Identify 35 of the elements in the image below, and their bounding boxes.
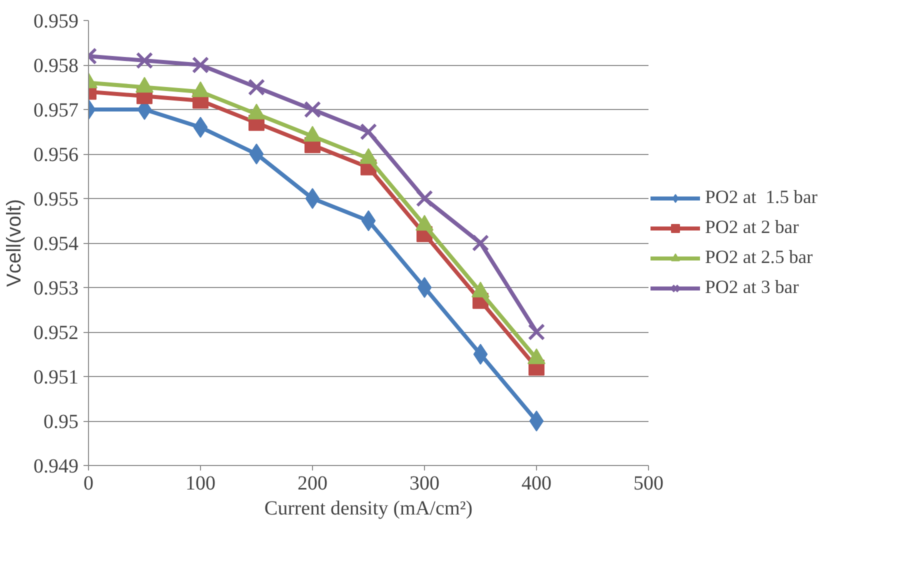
point (529, 410, 544, 432)
point (305, 188, 320, 209)
x-tick-label: 400 (522, 472, 552, 494)
y-tick-label: 0.957 (34, 100, 78, 122)
point (528, 323, 546, 341)
y-tick-label: 0.952 (34, 322, 78, 344)
x-axis-title: Current density (mA/cm²) (264, 498, 473, 520)
y-tick-label: 0.949 (34, 456, 78, 478)
point (304, 100, 322, 118)
y-tick-label: 0.955 (34, 188, 78, 210)
point (416, 190, 434, 208)
x-tick-label: 100 (186, 472, 216, 494)
y-tick-label: 0.958 (34, 55, 78, 77)
point (472, 234, 490, 252)
x-tick-label: 200 (298, 472, 328, 494)
legend-label: PO2 at 3 bar (705, 276, 800, 298)
x-tick-label: 300 (410, 472, 440, 494)
x-tick-label: 500 (634, 472, 664, 494)
y-axis-title: Vcell(volt) (4, 199, 26, 287)
point (360, 123, 378, 140)
y-tick-label: 0.953 (34, 278, 78, 300)
point (248, 78, 266, 96)
point (192, 56, 210, 74)
point (249, 144, 264, 164)
legend-label: PO2 at 2.5 bar (705, 246, 814, 268)
y-tick-label: 0.951 (34, 366, 78, 388)
y-tick-label: 0.956 (34, 144, 78, 166)
legend-label: PO2 at 1.5 bar (705, 186, 818, 208)
legend-label: PO2 at 2 bar (705, 216, 800, 238)
point (417, 277, 432, 298)
x-tick-label: 0 (84, 472, 94, 494)
y-tick-label: 0.959 (34, 10, 78, 32)
y-tick-label: 0.95 (44, 411, 78, 433)
point (136, 52, 154, 70)
y-tick-label: 0.954 (34, 233, 78, 255)
